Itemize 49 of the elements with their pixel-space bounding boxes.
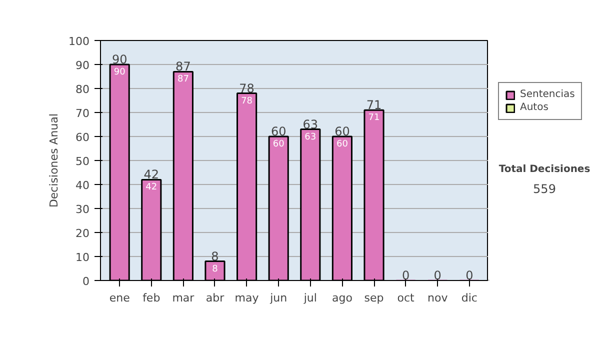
x-tick-label: feb [142, 292, 160, 304]
y-tick-label: 40 [76, 179, 90, 192]
x-tick-label: jun [269, 292, 288, 304]
y-tick-label: 10 [76, 251, 90, 264]
data-label: 8 [212, 264, 218, 274]
x-tick-label: ago [332, 292, 353, 304]
total-label: 78 [239, 81, 254, 96]
total-label: 42 [144, 168, 160, 182]
data-label: 63 [304, 132, 316, 142]
y-tick-label: 30 [76, 203, 90, 216]
data-label: 71 [368, 113, 380, 124]
x-tick-label: mar [172, 292, 195, 304]
data-label: 78 [241, 96, 253, 106]
x-tick-label: sep [364, 292, 384, 304]
x-tick-label: abr [206, 292, 225, 304]
y-tick-label: 80 [76, 83, 90, 96]
total-label: 60 [270, 124, 286, 138]
total-label: 0 [434, 268, 442, 282]
total-label: 60 [334, 124, 350, 138]
x-tick-label: nov [428, 292, 448, 304]
data-label: 90 [114, 68, 126, 78]
total-label: 8 [211, 249, 219, 264]
total-label: 0 [402, 268, 410, 282]
x-tick-label: may [234, 292, 260, 304]
y-tick-label: 100 [68, 35, 90, 48]
x-tick-label: dic [461, 292, 478, 304]
total-label: 71 [366, 98, 382, 112]
y-tick-label: 90 [76, 59, 90, 72]
y-tick-label: 60 [76, 131, 90, 144]
legend-label: Sentencias [520, 89, 575, 100]
x-tick-label: jul [302, 292, 317, 304]
data-label: 60 [336, 140, 348, 150]
legend-label: Autos [520, 102, 548, 113]
y-tick-label: 70 [76, 107, 90, 120]
y-tick-label: 0 [82, 275, 90, 288]
text: 559 [533, 182, 556, 196]
y-tick-label: 20 [76, 227, 90, 240]
text: Total Decisiones [498, 164, 590, 175]
x-tick-label: oct [397, 292, 416, 304]
total-label: 90 [112, 52, 128, 66]
total-label: 87 [176, 60, 191, 74]
y-axis-title: Decisiones Anual [48, 113, 61, 208]
total-label: 0 [466, 268, 474, 282]
x-tick-label: ene [109, 292, 130, 304]
data-label: 42 [146, 182, 158, 193]
y-tick-label: 50 [76, 155, 90, 168]
data-label: 87 [177, 74, 189, 85]
total-label: 63 [302, 117, 318, 132]
data-label: 60 [272, 140, 285, 150]
